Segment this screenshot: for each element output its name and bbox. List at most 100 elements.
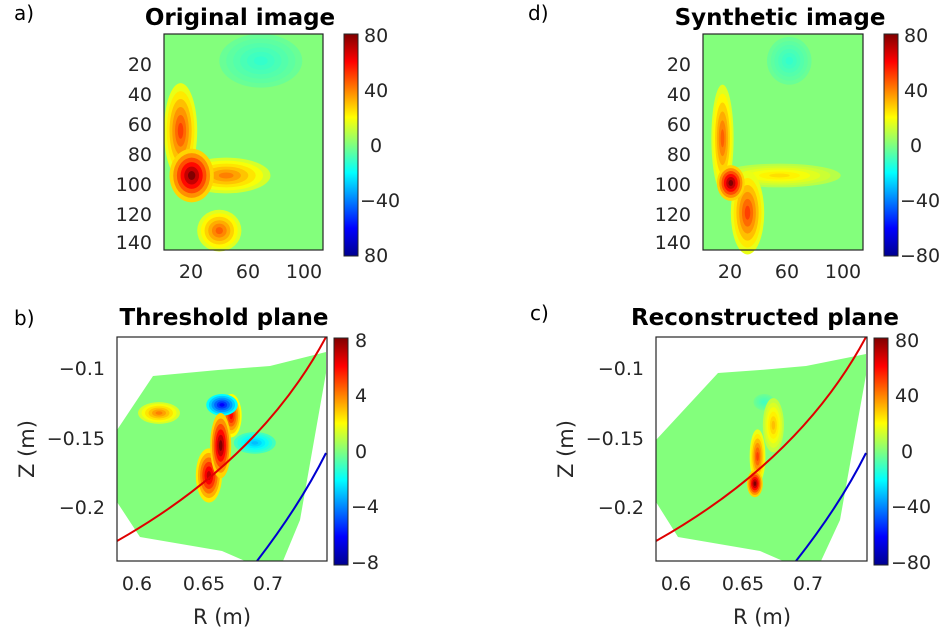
x-tick-label: 100 (286, 261, 322, 283)
colorbar-tick-label: 80 (904, 25, 928, 47)
x-axis-label: R (m) (193, 605, 251, 629)
y-tick-labels: 20 40 60 80 100 120 140 (655, 54, 691, 254)
panel-title-a: Original image (145, 5, 335, 31)
y-tick-label: 80 (128, 144, 152, 166)
panel-title-b: Threshold plane (119, 305, 328, 331)
y-tick-label: 140 (116, 232, 152, 254)
y-tick-label: 60 (128, 114, 152, 136)
heatmap-b (138, 394, 276, 503)
colorbar-tick-label: −80 (891, 552, 931, 574)
panel-letter-c: c) (530, 301, 549, 325)
x-tick-label: 0.7 (253, 573, 283, 595)
panel-letter-b: b) (14, 306, 35, 330)
heatmap-blob (155, 411, 163, 415)
heatmap-blob (720, 129, 725, 148)
colorbar-d: 80 40 0 −40 −80 (883, 25, 940, 267)
colorbar-tick-label: 40 (895, 385, 919, 407)
x-tick-label: 0.7 (793, 573, 823, 595)
blue-boundary-curve (256, 452, 327, 561)
red-boundary-curve (117, 337, 327, 542)
colorbar-tick-label: 80 (364, 25, 388, 47)
x-tick-labels: 0.6 0.65 0.7 (661, 573, 823, 595)
panel-a: a) Original image 20 40 60 80 100 120 14… (14, 1, 400, 283)
heatmap-blob (785, 56, 793, 65)
panel-letter-d: d) (528, 1, 549, 25)
x-tick-labels: 0.6 0.65 0.7 (122, 573, 283, 595)
heatmap-blob (756, 451, 759, 461)
colorbar-tick-label: 0 (355, 441, 367, 463)
x-tick-labels: 20 60 100 (718, 261, 861, 283)
panel-letter-a: a) (14, 1, 34, 25)
heatmap-blob (187, 171, 196, 180)
heatmap-blob (728, 179, 734, 186)
heatmap-blob (251, 441, 259, 445)
red-boundary-curve (656, 337, 867, 542)
heatmap-blob (769, 173, 790, 178)
colorbar-b: 8 4 0 −4 −8 (333, 330, 379, 574)
x-tick-label: 60 (236, 261, 260, 283)
y-tick-label: 20 (128, 54, 152, 76)
x-tick-label: 60 (775, 261, 799, 283)
colorbar-tick-label: 0 (901, 441, 913, 463)
plot-frame (655, 336, 868, 562)
x-tick-label: 0.65 (183, 573, 225, 595)
heatmap-blob (753, 481, 757, 486)
colorbar-tick-label: 4 (355, 385, 367, 407)
y-tick-label: −0.1 (59, 358, 105, 380)
x-axis-label: R (m) (733, 605, 791, 629)
panel-c: c) Reconstructed plane −0.1 −0.15 −0.2 0… (530, 301, 931, 629)
y-tick-labels: −0.1 −0.15 −0.2 (586, 358, 644, 519)
heatmap-a (164, 34, 303, 252)
x-tick-label: 20 (179, 261, 203, 283)
y-tick-label: −0.2 (59, 497, 105, 519)
colorbar-tick-label: 0 (910, 135, 922, 157)
colorbar-a: 80 40 0 −40 80 (343, 25, 400, 267)
y-axis-label: Z (m) (554, 420, 578, 478)
panel-b: b) Threshold plane −0.1 −0.15 −0.2 0.6 0… (14, 305, 379, 629)
y-tick-labels: −0.1 −0.15 −0.2 (47, 358, 105, 519)
y-tick-label: 100 (116, 174, 152, 196)
colorbar-tick-label: −40 (900, 190, 940, 212)
colorbar-tick-label: 80 (364, 245, 388, 267)
plot-frame (702, 33, 864, 251)
colorbar-tick-label: −4 (351, 496, 379, 518)
y-tick-label: −0.1 (598, 358, 644, 380)
colorbar-tick-label: −8 (351, 552, 379, 574)
blue-boundary-curve (795, 452, 867, 561)
heatmap-d (711, 36, 841, 255)
heatmap-blob (218, 440, 223, 452)
colorbar-tick-label: 8 (355, 330, 367, 352)
heatmap-blob (218, 172, 234, 179)
colorbar-gradient (343, 33, 359, 257)
y-tick-label: 120 (655, 204, 691, 226)
y-axis-label: Z (m) (15, 420, 39, 478)
plot-frame (163, 33, 324, 251)
colorbar-gradient (873, 337, 889, 566)
y-tick-label: 20 (667, 54, 691, 76)
x-tick-labels: 20 60 100 (179, 261, 322, 283)
panel-d: d) Synthetic image 20 40 60 80 100 120 1… (528, 1, 940, 283)
heatmap-blob (762, 400, 766, 404)
panel-title-c: Reconstructed plane (631, 305, 899, 331)
colorbar-tick-label: 0 (370, 135, 382, 157)
heatmap-c (746, 394, 784, 498)
x-tick-label: 20 (718, 261, 742, 283)
colorbar-tick-label: −40 (360, 190, 400, 212)
y-tick-label: 80 (667, 144, 691, 166)
heatmap-blob (253, 56, 268, 66)
y-tick-label: 140 (655, 232, 691, 254)
colorbar-c: 80 40 0 −40 −80 (873, 330, 931, 574)
colorbar-tick-label: −80 (900, 245, 940, 267)
y-tick-label: −0.15 (47, 428, 105, 450)
y-tick-label: 40 (667, 84, 691, 106)
panel-title-d: Synthetic image (675, 5, 886, 31)
plot-frame (116, 336, 328, 562)
y-tick-label: 40 (128, 84, 152, 106)
heatmap-blob (215, 227, 223, 235)
colorbar-tick-label: 40 (364, 80, 388, 102)
colorbar-tick-label: 80 (895, 330, 919, 352)
heatmap-blob (744, 205, 751, 220)
colorbar-gradient (883, 33, 899, 257)
x-tick-label: 0.6 (122, 573, 152, 595)
